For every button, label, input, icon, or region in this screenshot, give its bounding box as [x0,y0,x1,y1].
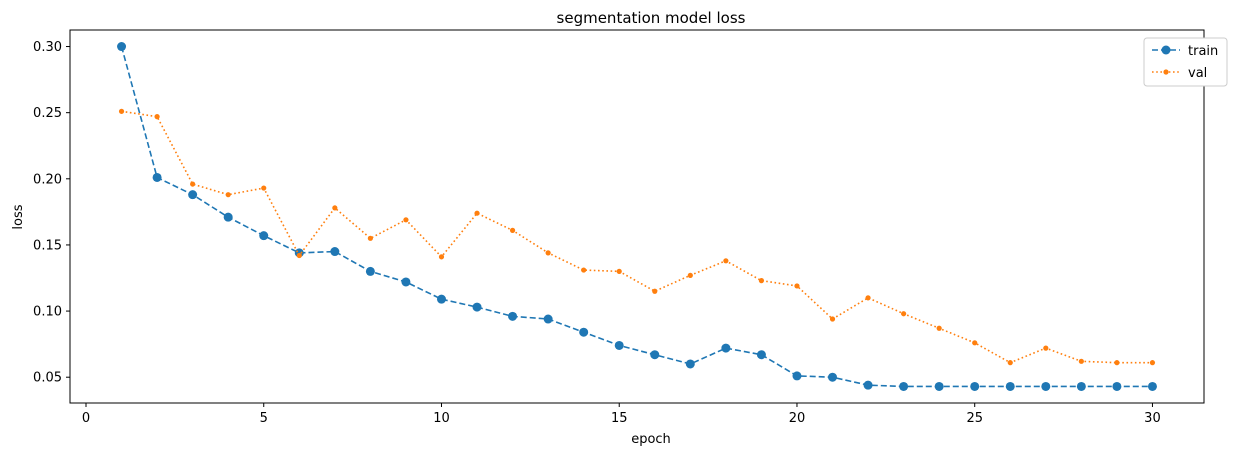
y-tick-label: 0.25 [33,106,62,121]
data-point-train [970,381,980,391]
legend: train val [1143,37,1228,87]
data-point-val [332,205,338,211]
data-point-train [1147,381,1157,391]
data-point-val [403,217,409,223]
x-tick-label: 5 [260,411,268,426]
data-point-val [190,181,196,187]
data-point-train [1041,381,1051,391]
y-axis-ticks: 0.05 0.10 0.15 0.20 0.25 0.30 [33,40,70,386]
data-point-train [117,42,127,52]
legend-train-label: train [1188,44,1218,59]
data-point-val [687,272,693,278]
data-point-val [296,252,302,259]
y-tick-label: 0.10 [33,305,62,320]
data-point-val [616,268,622,274]
series-line-val [121,110,1153,364]
legend-val-label: val [1188,66,1207,81]
x-tick-label: 30 [1144,411,1161,426]
x-axis-ticks: 0 5 10 15 20 25 30 [82,403,1161,426]
data-point-train [579,327,589,337]
data-point-train [508,311,518,321]
series-line-train [120,46,1153,388]
data-point-train [223,212,233,222]
data-point-train [756,350,766,360]
x-tick-label: 15 [611,411,628,426]
data-point-train [1076,381,1086,391]
data-point-val [758,278,765,284]
series-layer [117,42,1157,391]
chart-title: segmentation model loss [557,9,746,27]
data-point-train [685,359,695,369]
data-point-val [154,114,160,120]
data-point-train [436,294,446,304]
data-point-train [1112,381,1122,391]
data-point-val [474,210,480,216]
data-point-val [545,250,551,256]
data-point-train [330,247,340,257]
data-point-train [934,381,944,391]
data-point-train [650,350,660,360]
x-axis-label: epoch [631,432,671,447]
data-point-val [652,288,658,294]
y-tick-label: 0.15 [33,238,62,253]
data-point-train [1005,381,1015,391]
data-point-val [261,185,267,191]
data-point-val [1114,360,1120,366]
y-tick-label: 0.20 [33,172,62,187]
data-point-val [225,192,231,198]
legend-train-marker [1161,45,1171,55]
data-point-train [721,343,731,353]
x-tick-label: 20 [789,411,806,426]
y-axis-label: loss [11,204,26,229]
data-point-train [152,172,162,182]
data-point-val [367,235,373,241]
data-point-train [899,381,909,391]
data-point-val [901,311,907,317]
legend-val-marker [1163,69,1169,75]
plot-area [69,29,1205,404]
data-point-train [863,380,873,390]
data-point-val [581,267,587,273]
data-point-val [936,325,942,331]
data-point-train [828,372,838,382]
legend-item-train: train [1152,44,1218,59]
x-tick-label: 25 [966,411,983,426]
data-point-train [365,266,375,276]
data-point-val [972,340,978,346]
data-point-val [1007,360,1013,366]
data-point-val [438,254,445,260]
data-point-val [865,295,871,301]
legend-item-val: val [1152,66,1207,81]
data-point-train [401,277,411,287]
data-point-val [118,108,125,114]
data-point-train [472,302,482,312]
data-point-val [794,283,800,289]
data-point-train [543,314,553,324]
y-tick-label: 0.30 [33,40,62,55]
x-tick-label: 10 [433,411,450,426]
data-point-train [792,371,802,381]
y-tick-label: 0.05 [33,371,62,386]
data-point-val [1043,345,1049,351]
x-tick-label: 0 [82,411,90,426]
data-point-val [1078,358,1084,364]
data-point-val [723,258,729,264]
data-point-train [188,190,198,200]
data-point-val [1149,360,1156,366]
data-point-train [259,231,269,241]
data-point-train [614,340,624,350]
data-point-val [829,316,836,322]
data-point-val [509,227,516,233]
